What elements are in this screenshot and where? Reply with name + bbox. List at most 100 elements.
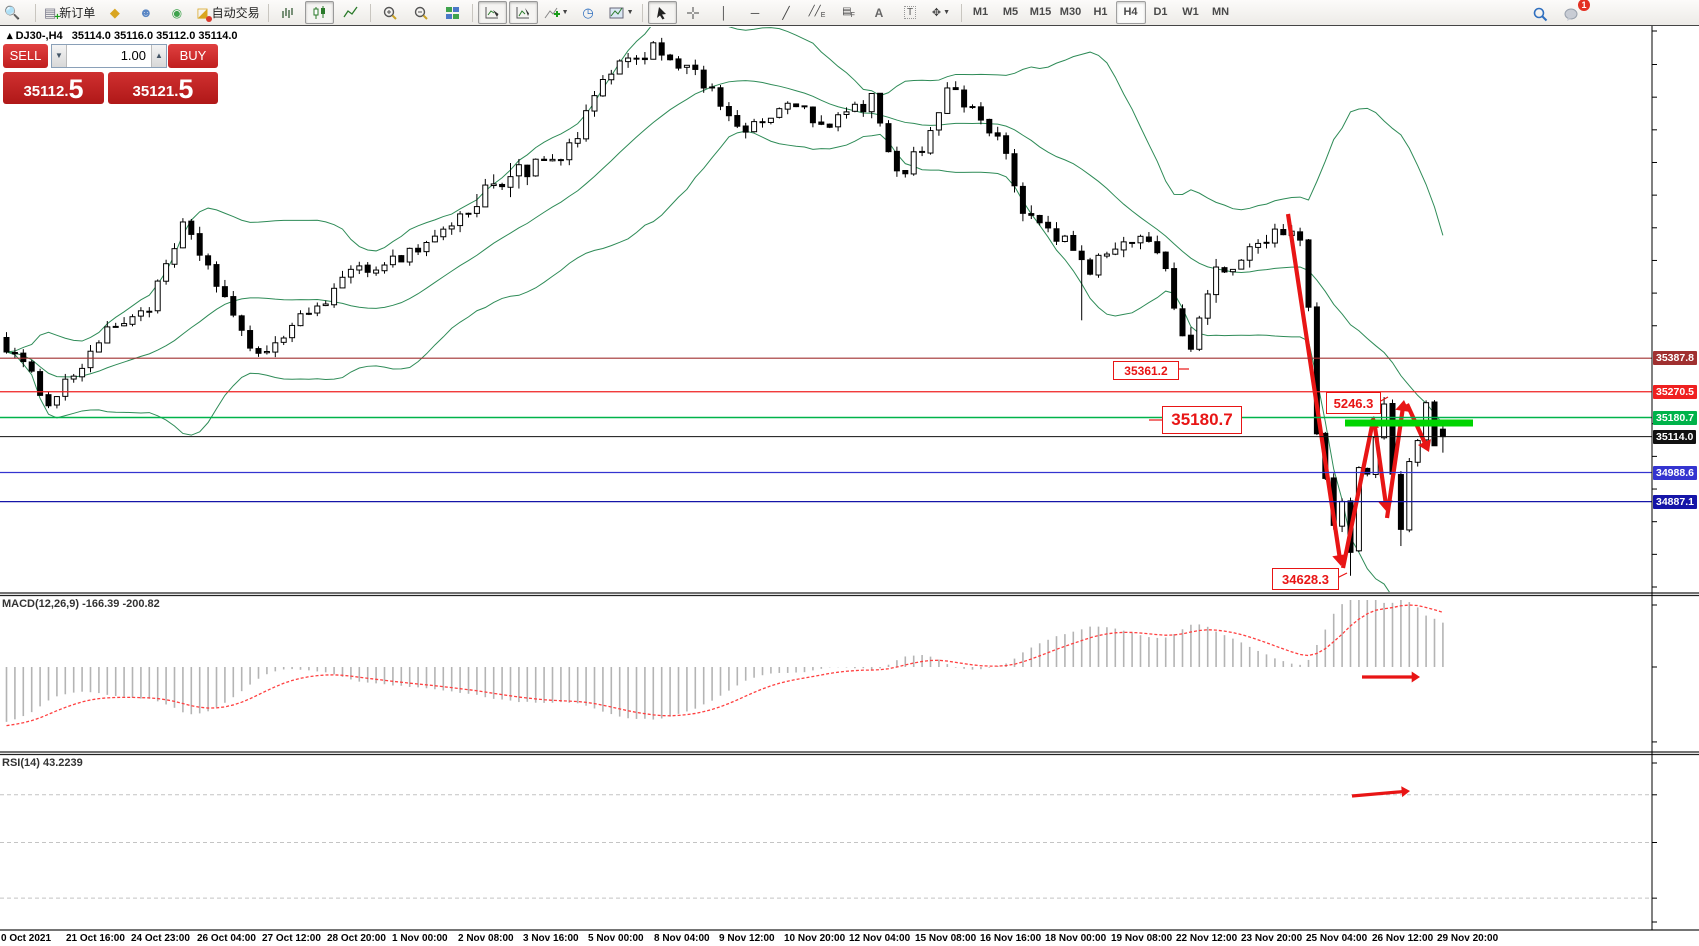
timeframe-m30[interactable]: M30 (1059, 6, 1082, 18)
chart-cursor-alt-button[interactable] (508, 1, 538, 24)
price-badge: 34988.6 (1653, 465, 1697, 480)
timeframe-group: M1 M5 M15 M30 H1 H4 D1 W1 MN (966, 1, 1236, 24)
symbol-label: DJ30-,H4 (15, 30, 63, 42)
timeframe-mn[interactable]: MN (1211, 6, 1230, 18)
time-tick: 5 Nov 00:00 (588, 933, 644, 944)
volume-stepper[interactable]: ▼ 1.00 ▲ (51, 44, 167, 68)
toolbar-separator (960, 3, 962, 22)
trendline-button[interactable]: ╱ (782, 5, 790, 20)
time-tick: 2 Nov 08:00 (458, 933, 514, 944)
shapes-button[interactable]: ✥ ▼ (931, 7, 951, 19)
sell-price[interactable]: 35112. 5 (3, 72, 104, 104)
symbol-glyph-icon: ▴ (7, 30, 13, 42)
chart-title: ▴ DJ30-,H4 35114.0 35116.0 35112.0 35114… (7, 29, 238, 42)
time-tick: 29 Nov 20:00 (1437, 933, 1499, 944)
time-tick: 19 Nov 08:00 (1111, 933, 1173, 944)
new-order-button[interactable]: ▤ + 新订单 (44, 4, 96, 23)
macd-title: MACD(12,26,9) -166.39 -200.82 (2, 598, 160, 610)
time-tick: 27 Oct 12:00 (262, 933, 321, 944)
toolbar-separator (369, 3, 371, 22)
time-tick: 1 Nov 00:00 (392, 933, 448, 944)
time-tick: 18 Nov 00:00 (1045, 933, 1107, 944)
buy-price-main: 35121 (132, 83, 175, 100)
buy-price-big-digit: 5 (178, 74, 194, 104)
time-tick: 26 Oct 04:00 (197, 933, 256, 944)
price-annotation[interactable]: 34628.3 (1272, 568, 1339, 590)
price-badge: 35270.5 (1653, 384, 1697, 399)
timeframe-d1[interactable]: D1 (1153, 6, 1168, 18)
toolbar-separator (267, 3, 269, 22)
time-tick: 9 Nov 12:00 (719, 933, 775, 944)
toolbar-separator (35, 3, 36, 22)
channel-button[interactable]: ╱╱E (808, 6, 826, 19)
price-annotation[interactable]: 35180.7 (1162, 406, 1242, 434)
signals-icon[interactable]: ◉ (171, 5, 183, 20)
timeframe-m1[interactable]: M1 (972, 6, 989, 18)
tile-windows-button[interactable] (438, 1, 467, 24)
line-chart-button[interactable] (336, 1, 365, 24)
toolbar-separator (641, 3, 643, 22)
volume-input[interactable]: 1.00 (120, 48, 146, 63)
price-badge: 35114.0 (1653, 429, 1697, 444)
time-tick: 24 Oct 23:00 (131, 933, 190, 944)
rsi-title: RSI(14) 43.2239 (2, 757, 83, 769)
zoom-out-button[interactable] (407, 1, 436, 24)
volume-increase-button[interactable]: ▲ (151, 45, 166, 67)
buy-button[interactable]: BUY (168, 44, 218, 68)
buy-price-point: . (174, 83, 179, 100)
vertical-line-button[interactable]: │ (720, 5, 728, 20)
text-button[interactable]: A (874, 5, 884, 20)
time-tick: 28 Oct 20:00 (327, 933, 386, 944)
price-annotation[interactable]: 35361.2 (1113, 361, 1179, 380)
time-tick: 8 Nov 04:00 (654, 933, 710, 944)
sell-price-point: . (64, 83, 69, 100)
sell-price-main: 35112 (23, 83, 65, 100)
notifications-icon[interactable]: 1 (1557, 0, 1590, 25)
crosshair-button[interactable] (679, 1, 708, 24)
price-badge: 34887.1 (1653, 494, 1697, 509)
add-indicator-button[interactable]: ▼ (540, 1, 572, 24)
bar-chart-button[interactable] (274, 1, 303, 24)
zoom-in-button[interactable] (376, 1, 405, 24)
timeframe-m15[interactable]: M15 (1029, 6, 1052, 18)
price-badge: 35180.7 (1653, 410, 1697, 425)
time-tick: 15 Nov 08:00 (915, 933, 977, 944)
time-tick: 10 Nov 20:00 (784, 933, 846, 944)
horizontal-line-button[interactable]: ─ (750, 5, 760, 20)
navigator-icon[interactable]: ☻ (138, 5, 153, 20)
volume-decrease-button[interactable]: ▼ (52, 45, 67, 67)
time-tick: 25 Nov 04:00 (1306, 933, 1368, 944)
timeframe-h4[interactable]: H4 (1115, 1, 1146, 24)
period-button[interactable]: ◷ (582, 4, 594, 20)
buy-price[interactable]: 35121. 5 (108, 72, 218, 104)
time-tick: 16 Nov 16:00 (980, 933, 1042, 944)
candlestick-chart-button[interactable] (304, 1, 334, 24)
time-tick: 21 Oct 16:00 (66, 933, 125, 944)
time-tick: 26 Nov 12:00 (1372, 933, 1434, 944)
timeframe-w1[interactable]: W1 (1182, 6, 1199, 18)
sell-price-big-digit: 5 (68, 74, 84, 104)
time-tick: 22 Nov 12:00 (1176, 933, 1238, 944)
time-tick: 3 Nov 16:00 (523, 933, 579, 944)
price-annotation[interactable]: 5246.3 (1326, 392, 1381, 414)
ohlc-readout: 35114.0 35116.0 35112.0 35114.0 (71, 30, 238, 42)
price-badge: 35387.8 (1653, 351, 1697, 366)
auto-trading-button[interactable]: ◪ 自动交易 (196, 4, 260, 22)
template-button[interactable]: ▼ (605, 1, 637, 24)
notification-badge: 1 (1578, 0, 1590, 11)
search-icon[interactable] (1526, 2, 1555, 25)
label-button[interactable]: T (896, 1, 925, 24)
chart-cursor-button[interactable] (477, 1, 507, 24)
sell-button[interactable]: SELL (3, 44, 48, 68)
timeframe-h1[interactable]: H1 (1093, 6, 1108, 18)
timeframe-m5[interactable]: M5 (1002, 6, 1019, 18)
cursor-button[interactable] (647, 1, 677, 24)
time-tick: 23 Nov 20:00 (1241, 933, 1303, 944)
market-watch-icon[interactable]: ◆ (109, 4, 120, 20)
fibonacci-button[interactable]: ▤F (842, 6, 855, 19)
time-tick: 0 Oct 2021 (1, 933, 52, 944)
toolbar: 🔍 ▤ + 新订单 ◆ ☻ ◉ ◪ 自动交易 ▼ ◷ ▼ │ ─ ╱ ╱╱E ▤F A T ✥ ▼ M1 M5 M15 M30… (0, 0, 1699, 26)
time-tick: 12 Nov 04:00 (849, 933, 911, 944)
chart-fragment-icon[interactable]: 🔍 (4, 4, 21, 20)
